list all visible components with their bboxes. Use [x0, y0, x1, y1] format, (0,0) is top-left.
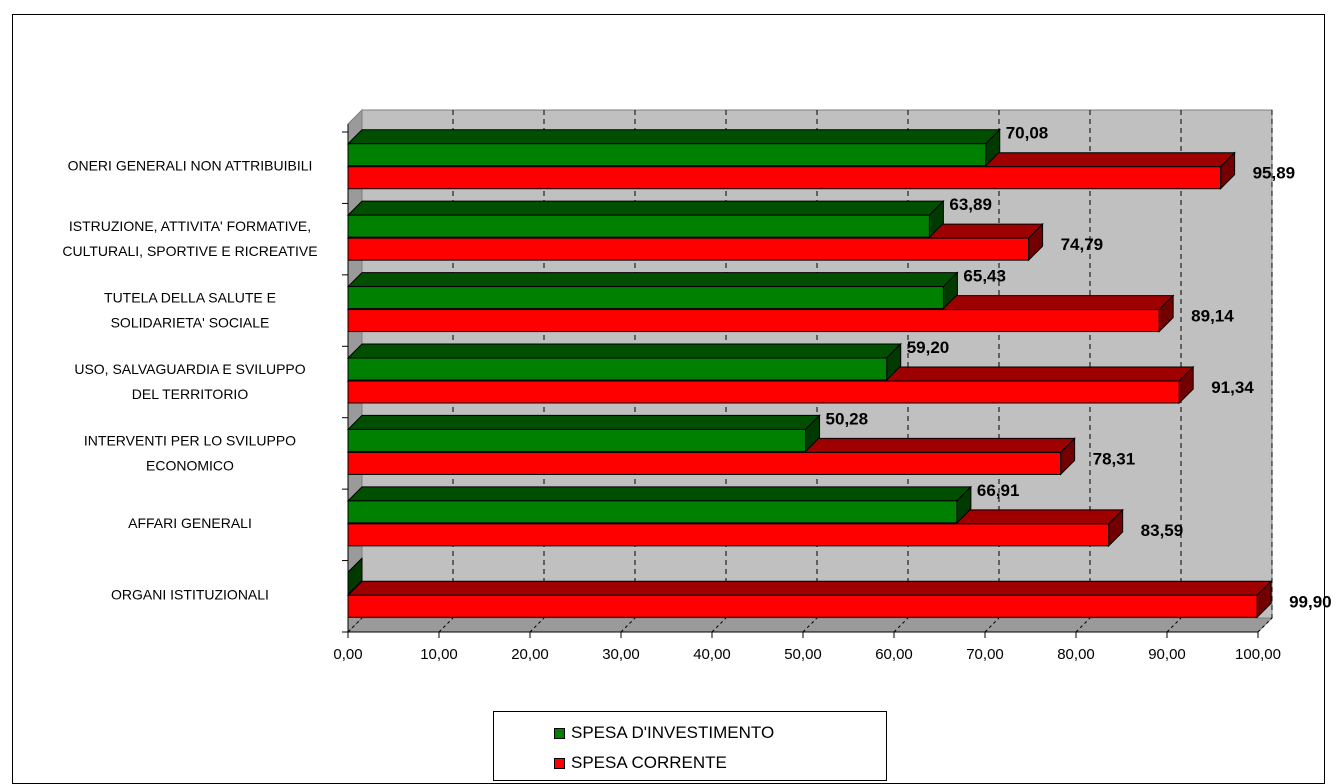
category-label: ISTRUZIONE, ATTIVITA' FORMATIVE, CULTURAL… — [62, 218, 317, 259]
bar-top-face — [346, 486, 973, 502]
category-label-line: ECONOMICO — [146, 457, 234, 473]
data-label: 59,20 — [907, 338, 950, 357]
category-label-line: SOLIDARIETA' SOCIALE — [111, 315, 270, 331]
data-label: 65,43 — [963, 267, 1006, 286]
x-tick-label: 60,00 — [875, 646, 913, 663]
x-tick-label: 10,00 — [420, 646, 458, 663]
legend-swatch-corrente — [554, 757, 565, 769]
x-tick-label: 30,00 — [602, 646, 640, 663]
bar-investimento — [346, 414, 821, 453]
data-label: 63,89 — [949, 195, 992, 214]
data-label: 70,08 — [1006, 124, 1049, 143]
x-tick-label: 100,00 — [1235, 646, 1281, 663]
bar-top-face — [346, 272, 959, 288]
data-label: 89,14 — [1191, 307, 1234, 326]
category-label: ORGANI ISTITUZIONALI — [111, 586, 269, 602]
x-tick-label: 50,00 — [784, 646, 822, 663]
x-tick-label: 80,00 — [1057, 646, 1095, 663]
bar-front-face — [347, 451, 1062, 475]
data-label: 83,59 — [1141, 521, 1184, 540]
category-label-line: TUTELA DELLA SALUTE E — [104, 290, 276, 306]
legend-item-corrente: SPESA CORRENTE — [554, 751, 727, 775]
data-label: 91,34 — [1211, 378, 1254, 397]
legend-item-investimento: SPESA D'INVESTIMENTO — [554, 721, 774, 745]
category-label: AFFARI GENERALI — [128, 515, 252, 531]
category-label: INTERVENTI PER LO SVILUPPO ECONOMICO — [84, 432, 296, 473]
bar-front-face — [347, 237, 1030, 261]
bar-front-face — [347, 594, 1258, 618]
plot-floor — [346, 617, 1274, 633]
x-tick-label: 90,00 — [1148, 646, 1186, 663]
bar-corrente — [346, 580, 1273, 619]
bar-top-face — [346, 129, 1001, 145]
bar-front-face — [347, 143, 987, 167]
x-tick-label: 0,00 — [333, 646, 362, 663]
category-label-line: ORGANI ISTITUZIONALI — [111, 586, 269, 602]
bar-front-face — [347, 523, 1110, 547]
bar-top-face — [346, 200, 945, 216]
category-label-line: USO, SALVAGUARDIA E SVILUPPO — [74, 361, 305, 377]
category-label-line: DEL TERRITORIO — [132, 386, 249, 402]
bar-top-face — [346, 414, 821, 430]
category-label-line: ISTRUZIONE, ATTIVITA' FORMATIVE, — [69, 218, 311, 234]
data-label: 78,31 — [1093, 449, 1136, 468]
bar-investimento — [346, 128, 1001, 167]
bar-end-face — [347, 557, 363, 596]
legend-label-investimento: SPESA D'INVESTIMENTO — [571, 723, 775, 742]
data-label: 66,91 — [977, 481, 1020, 500]
x-tick-label: 20,00 — [511, 646, 549, 663]
bar-investimento — [346, 342, 902, 382]
category-label-line: CULTURALI, SPORTIVE E RICREATIVE — [62, 243, 317, 259]
data-label: 99,90 — [1289, 592, 1332, 611]
bar-front-face — [347, 286, 944, 310]
bar-top-face — [346, 580, 1273, 596]
x-tick-label: 70,00 — [966, 646, 1004, 663]
bar-front-face — [347, 428, 807, 452]
category-label-line: ONERI GENERALI NON ATTRIBUIBILI — [68, 158, 313, 174]
bar-investimento — [347, 557, 363, 596]
bar-front-face — [347, 380, 1180, 404]
x-tick-label: 40,00 — [693, 646, 731, 663]
bar-investimento — [346, 485, 973, 525]
bar-investimento — [346, 271, 959, 310]
bar-top-face — [346, 343, 902, 359]
bar-front-face — [347, 500, 958, 524]
category-label-line: AFFARI GENERALI — [128, 515, 252, 531]
bar-front-face — [347, 214, 930, 238]
data-label: 74,79 — [1061, 235, 1104, 254]
category-label: USO, SALVAGUARDIA E SVILUPPO DEL TERRITOR… — [74, 361, 305, 402]
bar-investimento — [346, 199, 945, 239]
category-label: ONERI GENERALI NON ATTRIBUIBILI — [68, 158, 313, 174]
data-label: 50,28 — [826, 409, 869, 428]
legend: SPESA D'INVESTIMENTO SPESA CORRENTE — [493, 711, 887, 781]
category-label-line: INTERVENTI PER LO SVILUPPO — [84, 432, 296, 448]
data-label: 95,89 — [1253, 164, 1296, 183]
legend-swatch-investimento — [554, 727, 565, 739]
bar-front-face — [347, 166, 1222, 190]
legend-label-corrente: SPESA CORRENTE — [571, 753, 727, 772]
category-label: TUTELA DELLA SALUTE E SOLIDARIETA' SOCIAL… — [104, 290, 276, 331]
bar-front-face — [347, 309, 1160, 333]
bar-front-face — [347, 357, 888, 381]
